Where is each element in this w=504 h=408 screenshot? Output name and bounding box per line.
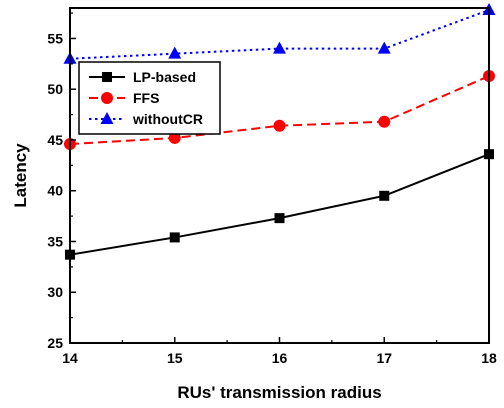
legend-marker-ffs <box>101 92 113 104</box>
y-tick-label: 35 <box>47 233 63 249</box>
data-point-withoutcr <box>377 41 391 54</box>
x-axis-title: RUs' transmission radius <box>177 383 381 402</box>
data-point-lp-based <box>379 190 390 201</box>
x-tick-label: 14 <box>62 350 78 366</box>
series-withoutcr <box>63 3 496 64</box>
y-tick-label: 50 <box>47 81 63 97</box>
legend-label-withoutcr: withoutCR <box>132 111 203 127</box>
data-point-lp-based <box>274 213 285 224</box>
legend-marker-withoutcr <box>100 112 114 124</box>
data-point-lp-based <box>169 232 180 243</box>
data-point-withoutcr <box>168 46 182 59</box>
x-tick-label: 15 <box>167 350 183 366</box>
series-line-lp-based <box>69 153 490 256</box>
data-point-ffs <box>168 131 181 144</box>
y-tick-label: 40 <box>47 183 63 199</box>
legend-marker-lp-based <box>102 72 112 82</box>
y-tick-label: 55 <box>47 30 63 46</box>
plot-frame <box>69 7 490 344</box>
legend: LP-based FFS withoutCR <box>78 61 221 135</box>
legend-label-lp-based: LP-based <box>133 69 196 85</box>
y-axis-title: Latency <box>11 143 30 208</box>
x-tick-label: 17 <box>376 350 392 366</box>
axis-ticks: 14 15 16 17 18 25 30 35 40 45 50 55 <box>47 12 497 366</box>
y-tick-label: 25 <box>47 335 63 351</box>
series-lp-based <box>65 149 494 260</box>
data-point-ffs <box>273 119 286 132</box>
x-tick-label: 16 <box>272 350 288 366</box>
y-tick-label: 30 <box>47 284 63 300</box>
y-tick-label: 45 <box>47 132 63 148</box>
legend-label-ffs: FFS <box>133 90 159 106</box>
data-point-withoutcr <box>273 41 286 54</box>
x-tick-label: 18 <box>481 350 497 366</box>
data-point-ffs <box>378 115 391 128</box>
